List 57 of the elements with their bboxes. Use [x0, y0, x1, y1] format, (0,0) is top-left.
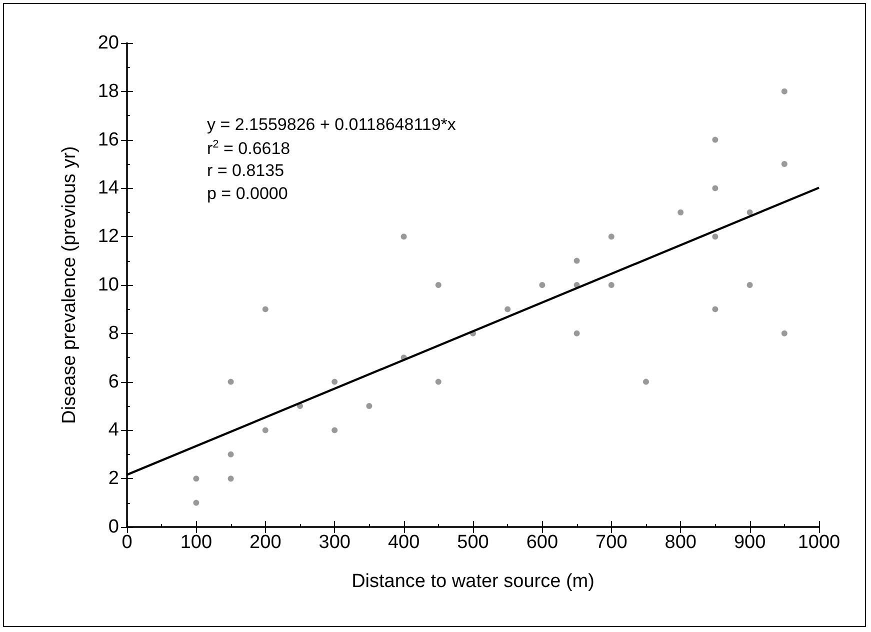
point: [228, 378, 234, 385]
y-tick-label: 16: [98, 129, 119, 150]
point: [366, 403, 372, 409]
x-tick-label: 900: [734, 532, 766, 553]
point: [746, 282, 753, 288]
point: [746, 209, 753, 216]
point: [574, 258, 580, 264]
point: [608, 282, 614, 288]
point: [678, 209, 684, 216]
point: [228, 476, 234, 482]
y-tick-label: 20: [98, 32, 119, 54]
point: [781, 161, 788, 167]
point: [781, 330, 788, 336]
x-tick-label: 600: [526, 532, 558, 553]
point: [193, 500, 200, 506]
point: [781, 88, 788, 94]
y-tick-label: 4: [108, 420, 120, 441]
point: [332, 427, 338, 434]
x-tick-label: 100: [180, 532, 212, 553]
x-tick-label: 300: [318, 532, 350, 553]
y-tick-label: 14: [98, 178, 120, 199]
y-tick-label: 8: [108, 322, 119, 344]
y-tick-label: 12: [98, 226, 119, 248]
x-tick-label: 1000: [798, 532, 840, 553]
point: [608, 234, 614, 240]
y-tick-label: 2: [108, 468, 119, 490]
point: [262, 427, 268, 434]
x-tick-label: 0: [122, 532, 132, 553]
x-tick-label: 800: [664, 532, 696, 553]
annotation: p = 0.0000: [207, 184, 288, 203]
y-tick-label: 6: [108, 371, 119, 392]
point: [400, 234, 407, 240]
point: [574, 330, 580, 336]
point: [228, 451, 234, 458]
point: [712, 306, 718, 312]
point: [193, 476, 200, 482]
point: [435, 378, 442, 385]
point: [332, 378, 338, 385]
point: [712, 234, 718, 240]
y-tick-label: 10: [98, 274, 119, 296]
point: [504, 306, 511, 312]
x-axis-title: Distance to water source (m): [352, 571, 594, 592]
x-tick-label: 700: [596, 532, 628, 553]
y-tick-label: 18: [98, 80, 119, 102]
point: [539, 282, 546, 288]
point: [712, 136, 718, 143]
point: [712, 185, 718, 192]
annotation: y = 2.1559826 + 0.0118648119*x: [207, 115, 456, 134]
y-tick-label: 0: [108, 516, 119, 538]
x-tick-label: 200: [250, 532, 282, 553]
x-tick-label: 400: [388, 532, 420, 553]
annotation: r = 0.8135: [207, 161, 284, 180]
x-tick-label: 500: [457, 532, 489, 553]
point: [435, 282, 442, 288]
point: [643, 378, 649, 385]
y-axis-title: Disease prevalence (previous yr): [59, 146, 80, 424]
point: [262, 306, 268, 312]
